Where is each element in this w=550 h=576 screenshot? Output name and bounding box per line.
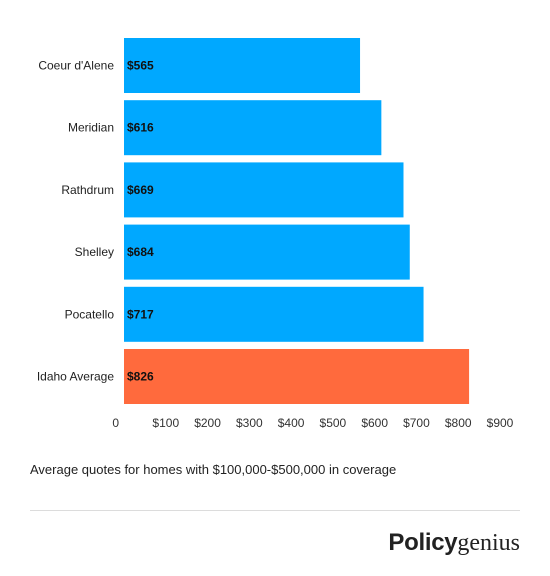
bar-shelley xyxy=(124,224,410,280)
x-tick-label: $400 xyxy=(278,416,305,430)
data-label: $684 xyxy=(127,245,154,259)
data-label: $616 xyxy=(127,121,154,135)
logo-text-genius: genius xyxy=(457,530,520,556)
bar-meridian xyxy=(124,100,382,156)
category-label: Pocatello xyxy=(65,307,115,321)
x-tick-label: $200 xyxy=(194,416,221,430)
category-label: Shelley xyxy=(75,245,114,259)
data-label: $717 xyxy=(127,307,154,321)
data-label: $826 xyxy=(127,370,154,384)
x-tick-label: $700 xyxy=(403,416,430,430)
category-label: Meridian xyxy=(68,121,114,135)
category-label: Idaho Average xyxy=(37,370,115,384)
x-tick-label: $600 xyxy=(361,416,388,430)
chart-caption: Average quotes for homes with $100,000-$… xyxy=(30,462,397,477)
category-label: Coeur d'Alene xyxy=(38,59,114,73)
bar-idaho-average xyxy=(124,349,470,404)
x-tick-label: $500 xyxy=(320,416,347,430)
x-tick-label: 0 xyxy=(112,416,119,430)
logo-text-policy: Policy xyxy=(388,529,458,556)
x-tick-label: $800 xyxy=(445,416,472,430)
bar-chart: Coeur d'Alene $565 Meridian $616 Rathdrum $66… xyxy=(37,38,514,430)
x-tick-label: $300 xyxy=(236,416,263,430)
category-label: Rathdrum xyxy=(61,183,114,197)
bar-pocatello xyxy=(124,286,424,342)
data-label: $565 xyxy=(127,59,154,73)
x-tick-label: $100 xyxy=(152,416,179,430)
chart-area: Coeur d'Alene $565 Meridian $616 Rathdrum $66… xyxy=(37,38,514,430)
data-label: $669 xyxy=(127,183,154,197)
x-tick-label: $900 xyxy=(487,416,514,430)
policygenius-logo: Policy genius xyxy=(388,528,520,558)
divider xyxy=(30,510,520,511)
bar-coeur-d-alene xyxy=(124,38,361,93)
bar-rathdrum xyxy=(124,162,404,218)
